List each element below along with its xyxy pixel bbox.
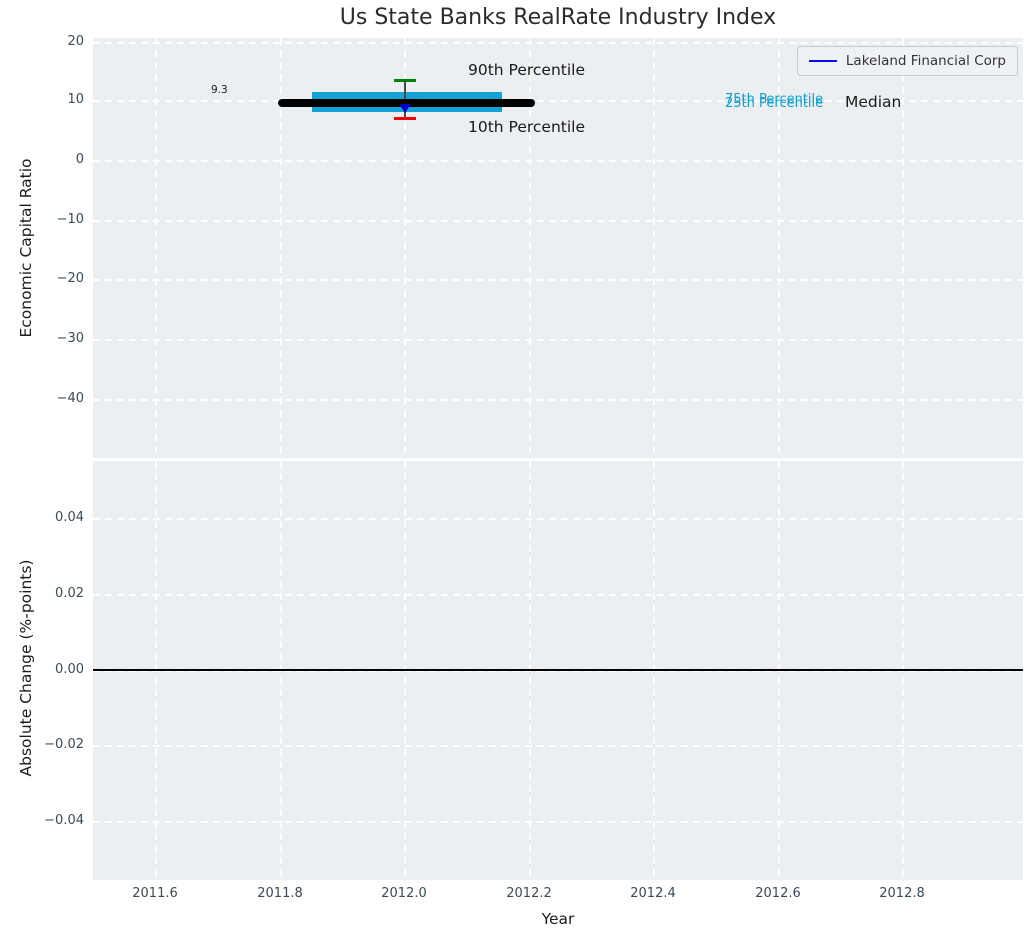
- ytick-label: 0.00: [55, 662, 84, 677]
- p75-percentile-label: 75th Percentile: [725, 92, 824, 107]
- ytick-label: 10: [67, 92, 84, 107]
- ytick-label: 20: [67, 34, 84, 49]
- value-annotation: 9.3: [211, 84, 228, 96]
- ytick-label: 0.04: [55, 510, 84, 525]
- gridline-horizontal: [93, 220, 1023, 222]
- legend: Lakeland Financial Corp: [796, 46, 1018, 76]
- gridline-horizontal: [93, 745, 1023, 747]
- xtick-label: 2011.6: [132, 886, 178, 901]
- xtick-label: 2011.8: [257, 886, 303, 901]
- xtick-label: 2012.4: [630, 886, 676, 901]
- gridline-horizontal: [93, 42, 1023, 44]
- gridline-vertical: [778, 38, 780, 458]
- p90-percentile-label: 90th Percentile: [468, 61, 586, 79]
- ytick-label: −20: [56, 271, 84, 286]
- gridline-vertical: [404, 38, 406, 458]
- bottom-plot-area: [93, 461, 1023, 880]
- gridline-horizontal: [93, 339, 1023, 341]
- top-plot-area: 9.3 90th Percentile 10th Percentile 75th…: [93, 38, 1023, 458]
- ytick-label: −30: [56, 331, 84, 346]
- gridline-horizontal: [93, 100, 1023, 102]
- gridline-horizontal: [93, 594, 1023, 596]
- p90-cap: [394, 79, 416, 82]
- legend-label: Lakeland Financial Corp: [845, 53, 1006, 69]
- ytick-label: −0.02: [44, 737, 84, 752]
- ytick-label: −10: [56, 212, 84, 227]
- chart-title: Us State Banks RealRate Industry Index: [339, 5, 777, 30]
- xtick-label: 2012.2: [506, 886, 552, 901]
- xtick-label: 2012.0: [381, 886, 427, 901]
- gridline-horizontal: [93, 279, 1023, 281]
- top-y-axis-label: Economic Capital Ratio: [17, 158, 35, 338]
- gridline-horizontal: [93, 399, 1023, 401]
- median-label: Median: [845, 93, 902, 111]
- x-axis-label: Year: [541, 910, 575, 928]
- gridline-vertical: [155, 38, 157, 458]
- xtick-label: 2012.6: [755, 886, 801, 901]
- gridline-horizontal: [93, 670, 1023, 672]
- ytick-label: 0.02: [55, 586, 84, 601]
- zero-reference-line: [93, 669, 1023, 671]
- legend-line-swatch: [808, 60, 837, 62]
- p25-percentile-label: 25th Percentile: [725, 96, 824, 111]
- gridline-vertical: [653, 38, 655, 458]
- ytick-label: −40: [56, 391, 84, 406]
- bottom-y-axis-label: Absolute Change (%-points): [17, 559, 35, 777]
- ytick-label: −0.04: [44, 813, 84, 828]
- p10-percentile-label: 10th Percentile: [468, 118, 586, 136]
- gridline-vertical: [902, 38, 904, 458]
- p10-cap: [394, 117, 416, 120]
- gridline-horizontal: [93, 518, 1023, 520]
- median-line: [278, 99, 535, 107]
- ytick-label: 0: [75, 152, 84, 167]
- gridline-horizontal: [93, 160, 1023, 162]
- gridline-vertical: [529, 38, 531, 458]
- gridline-horizontal: [93, 821, 1023, 823]
- company-data-marker: [399, 104, 411, 113]
- xtick-label: 2012.8: [879, 886, 925, 901]
- gridline-vertical: [280, 38, 282, 458]
